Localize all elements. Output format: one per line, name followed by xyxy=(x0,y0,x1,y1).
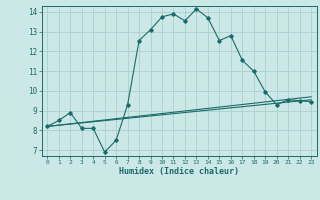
X-axis label: Humidex (Indice chaleur): Humidex (Indice chaleur) xyxy=(119,167,239,176)
